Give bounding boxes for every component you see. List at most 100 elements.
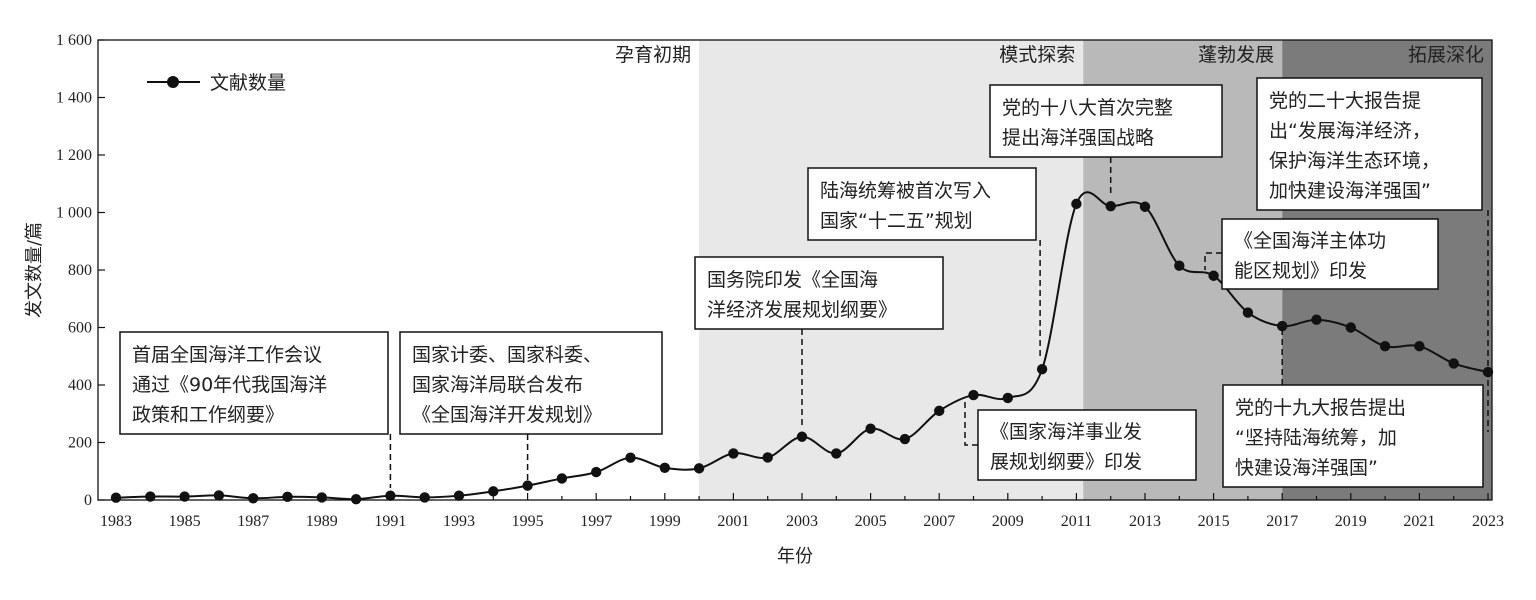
annotation-frame xyxy=(694,256,944,330)
y-tick-label: 0 xyxy=(84,492,92,509)
x-tick-label: 1997 xyxy=(580,513,612,530)
data-point xyxy=(728,448,739,459)
data-point xyxy=(865,423,876,434)
annotation-text: 党的二十大报告提 xyxy=(1269,90,1421,112)
data-point xyxy=(831,448,842,459)
data-point xyxy=(1139,201,1151,212)
x-tick-label: 2019 xyxy=(1335,513,1367,530)
annotation-text: 《国家海洋事业发 xyxy=(990,421,1142,443)
data-point xyxy=(1174,260,1185,271)
data-point xyxy=(556,473,568,484)
data-point xyxy=(350,493,362,505)
x-tick-label: 1987 xyxy=(237,513,269,530)
x-tick-label: 1985 xyxy=(169,513,201,530)
annotation-text: 保护海洋生态环境， xyxy=(1269,150,1440,172)
annotation-text: 政策和工作纲要》 xyxy=(132,404,284,426)
x-tick-label: 1991 xyxy=(374,513,406,530)
axis-ticks: 0 200 400 600 800 1 000 1 200 1 400 1 600 1983 198… xyxy=(56,32,1504,530)
x-tick-label: 1989 xyxy=(306,513,338,530)
annotation-text: 《全国海洋主体功 xyxy=(1234,230,1386,252)
x-tick-label: 2007 xyxy=(923,513,955,530)
data-point xyxy=(1414,340,1425,352)
annotation-text: 国务院印发《全国海 xyxy=(707,269,878,291)
data-point xyxy=(213,490,225,501)
data-point xyxy=(762,452,773,463)
y-tick-label: 1 200 xyxy=(56,147,92,164)
annotation-text: 党的十八大首次完整 xyxy=(1002,97,1173,119)
data-point xyxy=(968,389,979,401)
data-point xyxy=(1379,340,1391,352)
data-point xyxy=(796,431,808,442)
annotation-frame xyxy=(119,331,389,435)
x-tick-label: 1983 xyxy=(100,513,132,530)
phase-label-2: 蓬勃发展 xyxy=(1198,44,1274,66)
annotation-text: 洋经济发展规划纲要》 xyxy=(707,299,897,321)
x-tick-label: 2011 xyxy=(1061,513,1092,530)
annotation-text: 提出海洋强国战略 xyxy=(1002,127,1154,149)
data-points xyxy=(110,198,1494,505)
data-point xyxy=(1345,322,1357,333)
annotation-leaders xyxy=(389,157,1489,488)
x-tick-label: 2015 xyxy=(1198,513,1230,530)
data-point xyxy=(453,490,465,501)
annotation-leader xyxy=(1204,252,1222,270)
annotation-frame xyxy=(399,331,663,435)
x-tick-label: 2001 xyxy=(717,513,749,530)
data-point xyxy=(1242,307,1254,318)
data-point xyxy=(1482,366,1494,378)
x-tick-label: 1995 xyxy=(512,513,544,530)
data-point xyxy=(1208,270,1219,281)
annotation-text: 能区规划》印发 xyxy=(1234,260,1367,282)
y-tick-label: 600 xyxy=(68,320,92,337)
annotation-frame xyxy=(1221,218,1439,290)
data-point xyxy=(1105,200,1116,212)
y-axis-title: 发文数量/篇 xyxy=(24,222,45,318)
data-point xyxy=(899,433,911,445)
annotation-box: 党的十九大报告提出 “坚持陆海统筹，加快建设海洋强国” xyxy=(1222,384,1484,488)
annotation-frame xyxy=(1256,77,1483,211)
data-point xyxy=(145,491,156,502)
annotation-frame xyxy=(807,167,1037,241)
y-tick-label: 1 400 xyxy=(56,90,92,107)
legend-marker xyxy=(167,76,179,88)
x-tick-label: 2005 xyxy=(855,513,887,530)
annotation-frame xyxy=(989,84,1223,158)
x-tick-label: 2003 xyxy=(786,513,818,530)
x-tick-label: 2009 xyxy=(992,513,1024,530)
annotation-text: 陆海统筹被首次写入 xyxy=(820,180,991,202)
data-point xyxy=(625,452,636,463)
annotation-text: 快建设海洋强国” xyxy=(1235,457,1378,479)
legend-label: 文献数量 xyxy=(210,72,286,94)
data-point xyxy=(1311,314,1322,325)
x-axis-title: 年份 xyxy=(777,546,813,567)
data-point xyxy=(659,462,670,473)
data-point xyxy=(591,466,602,478)
annotation-frame xyxy=(977,409,1197,481)
x-tick-label: 2023 xyxy=(1472,513,1504,530)
phase-label-1: 模式探索 xyxy=(999,44,1075,66)
annotation-box: 国家计委、国家科委、国家海洋局联合发布《全国海洋开发规划》 xyxy=(399,331,663,435)
legend: 文献数量 xyxy=(147,72,286,94)
y-tick-label: 1 600 xyxy=(56,32,92,49)
data-point xyxy=(1071,198,1082,210)
annotations: 首届全国海洋工作会议通过《90年代我国海洋政策和工作纲要》国家计委、国家科委、国… xyxy=(119,77,1484,488)
annotation-text: 《全国海洋开发规划》 xyxy=(412,404,602,426)
annotation-text: 通过《90年代我国海洋 xyxy=(132,374,327,396)
data-point xyxy=(248,493,259,504)
annotation-text: 加快建设海洋强国” xyxy=(1269,180,1431,202)
phase-labels: 孕育初期 模式探索 蓬勃发展 拓展深化 xyxy=(615,44,1484,66)
x-tick-label: 2017 xyxy=(1266,513,1298,530)
y-tick-label: 1 000 xyxy=(56,205,92,222)
annotation-leader xyxy=(964,402,978,446)
data-point xyxy=(488,486,499,497)
annotation-text: 展规划纲要》印发 xyxy=(990,451,1142,473)
data-point xyxy=(1036,363,1048,375)
data-point xyxy=(693,463,705,474)
y-tick-label: 400 xyxy=(68,377,92,394)
